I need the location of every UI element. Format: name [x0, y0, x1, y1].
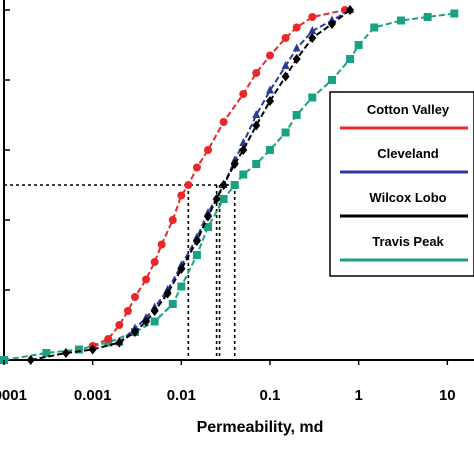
data-point-travis-peak — [239, 170, 248, 179]
data-point-travis-peak — [423, 13, 432, 21]
data-point-cotton-valley — [157, 240, 166, 249]
data-point-wilcox-lobo — [252, 120, 261, 131]
x-axis-title: Permeability, md — [197, 419, 324, 436]
data-point-travis-peak — [346, 55, 355, 63]
legend-label-wilcox-lobo: Wilcox Lobo — [369, 190, 446, 205]
series-wilcox-lobo — [26, 5, 355, 365]
x-tick-label: 0.001 — [74, 387, 112, 404]
data-point-cotton-valley — [192, 163, 201, 172]
data-point-wilcox-lobo — [281, 71, 290, 82]
data-point-wilcox-lobo — [219, 180, 228, 190]
data-point-travis-peak — [252, 160, 261, 168]
data-point-wilcox-lobo — [239, 145, 248, 155]
data-point-cleveland — [265, 85, 274, 94]
data-point-cleveland — [281, 61, 290, 69]
data-point-cotton-valley — [150, 258, 159, 266]
x-tick-label: 0.0001 — [0, 387, 27, 404]
series-line-cleveland — [118, 9, 351, 344]
data-point-cotton-valley — [104, 335, 113, 343]
data-point-cleveland — [239, 138, 248, 146]
data-point-cotton-valley — [292, 23, 301, 32]
data-point-travis-peak — [177, 282, 186, 291]
data-point-cotton-valley — [123, 307, 132, 315]
plot-area — [0, 0, 474, 361]
data-point-cotton-valley — [265, 51, 274, 60]
data-point-wilcox-lobo — [61, 348, 70, 358]
data-point-travis-peak — [150, 317, 159, 326]
series-travis-peak — [0, 9, 459, 364]
data-point-wilcox-lobo — [163, 288, 172, 299]
x-tick-label: 1 — [354, 387, 362, 404]
data-point-travis-peak — [281, 128, 290, 137]
data-point-wilcox-lobo — [230, 159, 239, 169]
legend-label-travis-peak: Travis Peak — [372, 234, 444, 249]
data-point-cleveland — [308, 26, 317, 34]
data-point-cleveland — [292, 43, 301, 52]
data-point-travis-peak — [219, 195, 228, 203]
data-point-travis-peak — [192, 251, 201, 259]
data-point-travis-peak — [396, 16, 405, 25]
data-point-cotton-valley — [204, 146, 213, 154]
series-line-wilcox-lobo — [30, 9, 351, 361]
data-point-cotton-valley — [115, 321, 124, 329]
data-point-cotton-valley — [308, 13, 317, 21]
data-point-wilcox-lobo — [265, 96, 274, 106]
data-point-travis-peak — [204, 223, 213, 231]
legend-label-cotton-valley: Cotton Valley — [367, 102, 450, 117]
data-point-travis-peak — [370, 23, 379, 32]
data-point-travis-peak — [230, 181, 239, 189]
data-point-travis-peak — [42, 349, 51, 357]
x-axis: 0.0001 0.001 0.01 0.1 1 10 — [0, 360, 456, 404]
data-point-travis-peak — [354, 41, 363, 49]
data-point-travis-peak — [327, 76, 336, 84]
data-point-wilcox-lobo — [204, 211, 213, 222]
data-point-cotton-valley — [239, 90, 248, 98]
legend-label-cleveland: Cleveland — [377, 146, 438, 161]
data-point-wilcox-lobo — [292, 54, 301, 64]
x-tick-label: 0.1 — [260, 387, 281, 404]
data-point-wilcox-lobo — [308, 33, 317, 43]
data-point-wilcox-lobo — [115, 337, 124, 348]
data-point-wilcox-lobo — [346, 5, 355, 15]
reference-lines — [4, 184, 236, 360]
data-point-travis-peak — [450, 9, 459, 18]
data-point-wilcox-lobo — [88, 344, 97, 355]
data-point-wilcox-lobo — [130, 327, 139, 337]
data-point-travis-peak — [292, 111, 301, 119]
series-cotton-valley — [88, 6, 349, 350]
data-point-cotton-valley — [219, 118, 228, 126]
x-tick-label: 10 — [439, 387, 456, 404]
data-point-travis-peak — [265, 146, 274, 154]
legend-box — [329, 91, 474, 277]
data-point-travis-peak — [308, 93, 317, 102]
data-point-cotton-valley — [130, 293, 139, 301]
data-point-travis-peak — [168, 300, 177, 308]
data-point-wilcox-lobo — [327, 19, 336, 29]
data-point-cotton-valley — [142, 275, 151, 284]
data-point-cleveland — [252, 110, 261, 118]
data-point-cotton-valley — [177, 191, 186, 200]
x-tick-label: 0.01 — [167, 387, 196, 404]
legend: Cotton Valley Cleveland Wilcox Lobo Travis … — [329, 91, 474, 277]
data-point-wilcox-lobo — [212, 194, 221, 204]
series-layer — [0, 5, 459, 365]
data-point-wilcox-lobo — [177, 264, 186, 274]
data-point-wilcox-lobo — [26, 355, 35, 365]
data-point-cotton-valley — [281, 34, 290, 42]
data-point-cotton-valley — [168, 216, 177, 224]
data-point-wilcox-lobo — [150, 306, 159, 316]
data-point-cotton-valley — [252, 69, 261, 77]
data-point-travis-peak — [74, 345, 83, 354]
data-point-wilcox-lobo — [142, 316, 151, 327]
data-point-wilcox-lobo — [192, 236, 201, 246]
data-point-cotton-valley — [184, 181, 193, 189]
